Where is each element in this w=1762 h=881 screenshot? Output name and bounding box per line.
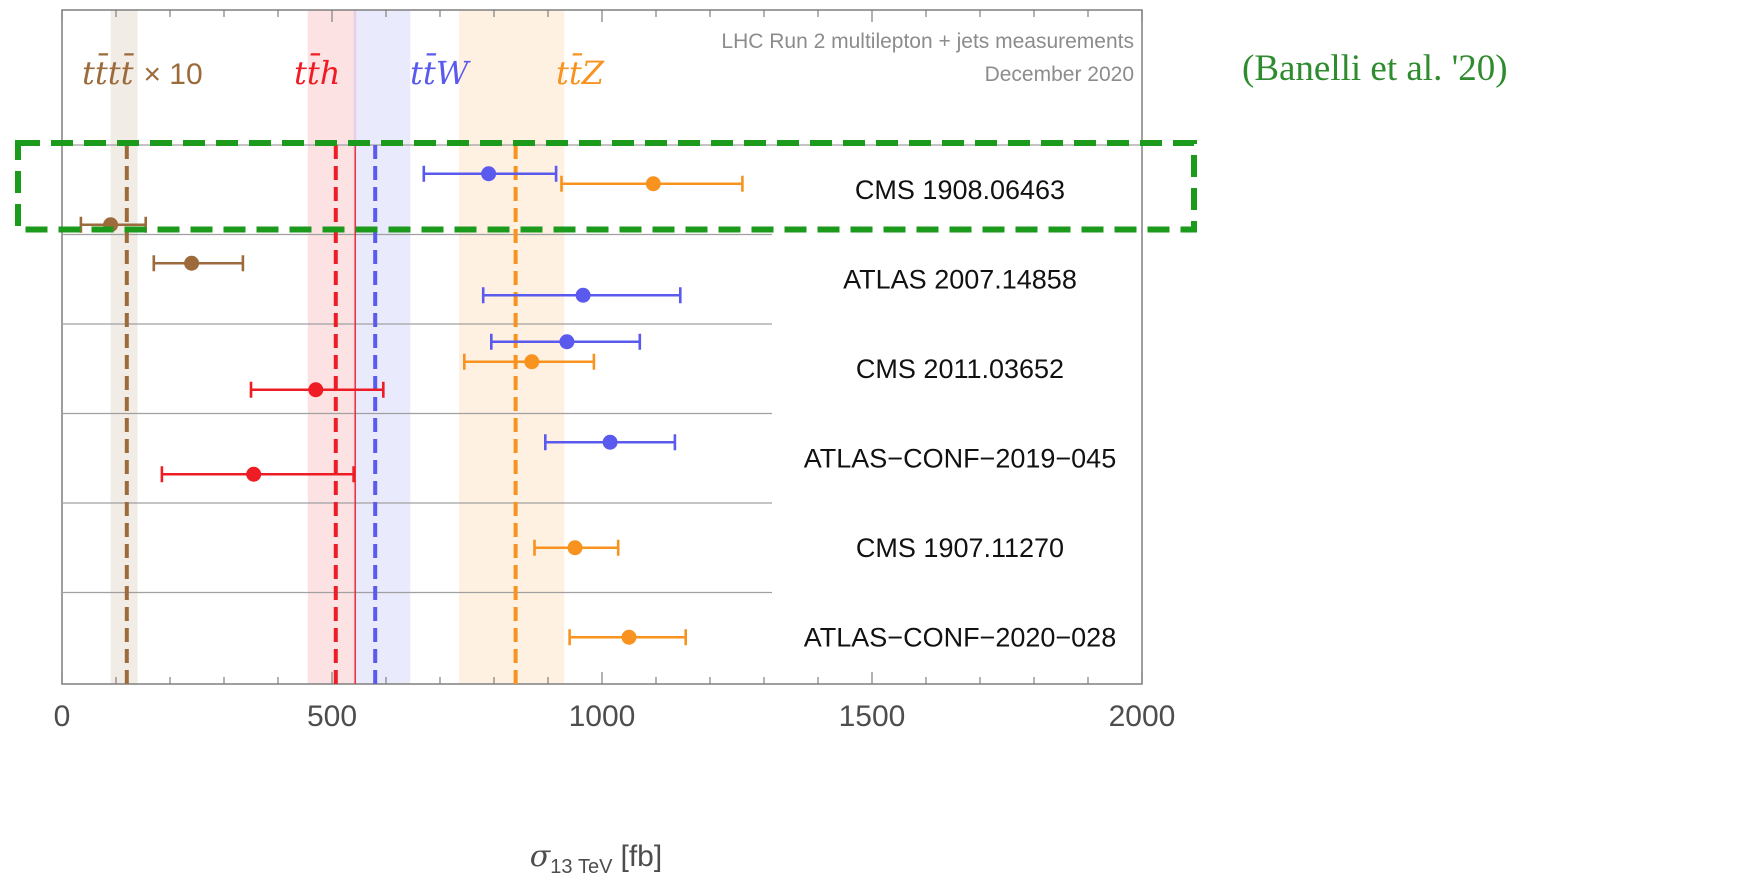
highlight-box	[15, 140, 1197, 233]
legend-entry-tth: tt̄h	[294, 53, 340, 92]
prediction-band-ttw	[353, 10, 411, 684]
highlight-rect	[15, 140, 1197, 233]
legend-suffix: × 10	[143, 58, 202, 91]
x-axis-label-symbol: σ	[530, 839, 552, 874]
experiment-label: ATLAS 2007.14858	[843, 264, 1077, 294]
chart-title: LHC Run 2 multilepton + jets measurement…	[721, 30, 1134, 53]
x-tick-label: 2000	[1109, 700, 1176, 733]
legend-entry-tttt: tt̄tt̄ × 10	[82, 53, 203, 92]
prediction-lines	[124, 145, 518, 684]
legend-label: tt̄tt̄	[82, 53, 134, 92]
legend-label: tt̄h	[294, 53, 340, 92]
legend-entry-ttz: tt̄Z	[556, 53, 605, 92]
measurement-ttz	[462, 353, 596, 370]
measurement-ttw	[422, 165, 558, 182]
experiment-label: CMS 2011.03652	[856, 354, 1064, 384]
experiment-label: CMS 1907.11270	[856, 533, 1064, 563]
x-axis-label-unit: [fb]	[621, 840, 663, 873]
experiment-label: CMS 1908.06463	[855, 175, 1065, 205]
x-tick-label: 0	[54, 700, 71, 733]
data-point-tth	[246, 466, 262, 482]
prediction-band-ttz	[458, 10, 565, 684]
data-point-ttz	[645, 176, 661, 192]
data-point-tttt	[184, 255, 200, 271]
plot-frame-border	[61, 9, 1143, 685]
legend-label: tt̄W	[410, 53, 472, 92]
prediction-band-tth	[307, 10, 357, 684]
data-point-ttz	[621, 629, 637, 645]
prediction-band-tttt	[110, 10, 138, 684]
measurement-tth	[249, 381, 385, 398]
chart-subtitle: December 2020	[985, 63, 1134, 86]
measurement-ttz	[533, 539, 620, 556]
x-axis-label-subscript: 13 TeV	[550, 856, 613, 878]
legend-label: tt̄Z	[556, 53, 605, 92]
data-point-ttz	[567, 540, 583, 556]
data-point-ttw	[575, 287, 591, 303]
x-tick-label: 1500	[839, 700, 906, 733]
data-point-ttz	[524, 354, 540, 370]
measurement-ttw	[543, 434, 677, 451]
x-tick-label: 500	[307, 700, 357, 733]
measurement-tth	[160, 466, 355, 483]
plot-frame	[61, 9, 1143, 685]
experiment-labels: CMS 1908.06463 ATLAS 2007.14858 CMS 2011.0…	[804, 175, 1116, 653]
x-tick-label: 1000	[569, 700, 636, 733]
x-axis-ticks: 0 500 1000 1500 2000	[54, 10, 1176, 733]
legend: tt̄tt̄ × 10 tt̄h tt̄W tt̄Z	[82, 53, 605, 92]
prediction-bands	[110, 10, 565, 684]
measurement-ttz	[568, 629, 688, 646]
data-point-ttw	[559, 334, 575, 350]
legend-entry-ttw: tt̄W	[410, 53, 472, 92]
citation-text: (Banelli et al. '20)	[1242, 48, 1508, 89]
measurement-tttt	[152, 255, 245, 272]
data-point-ttw	[481, 166, 497, 182]
measurement-ttz	[560, 175, 744, 192]
data-point-tth	[308, 382, 324, 398]
measurement-ttw	[481, 287, 682, 304]
experiment-label: ATLAS−CONF−2019−045	[804, 443, 1116, 473]
experiment-label: ATLAS−CONF−2020−028	[804, 622, 1116, 652]
data-point-ttw	[602, 434, 618, 450]
measurement-points	[79, 165, 744, 646]
measurement-ttw	[489, 333, 642, 350]
x-axis-label: σ13 TeV [fb]	[530, 839, 662, 878]
